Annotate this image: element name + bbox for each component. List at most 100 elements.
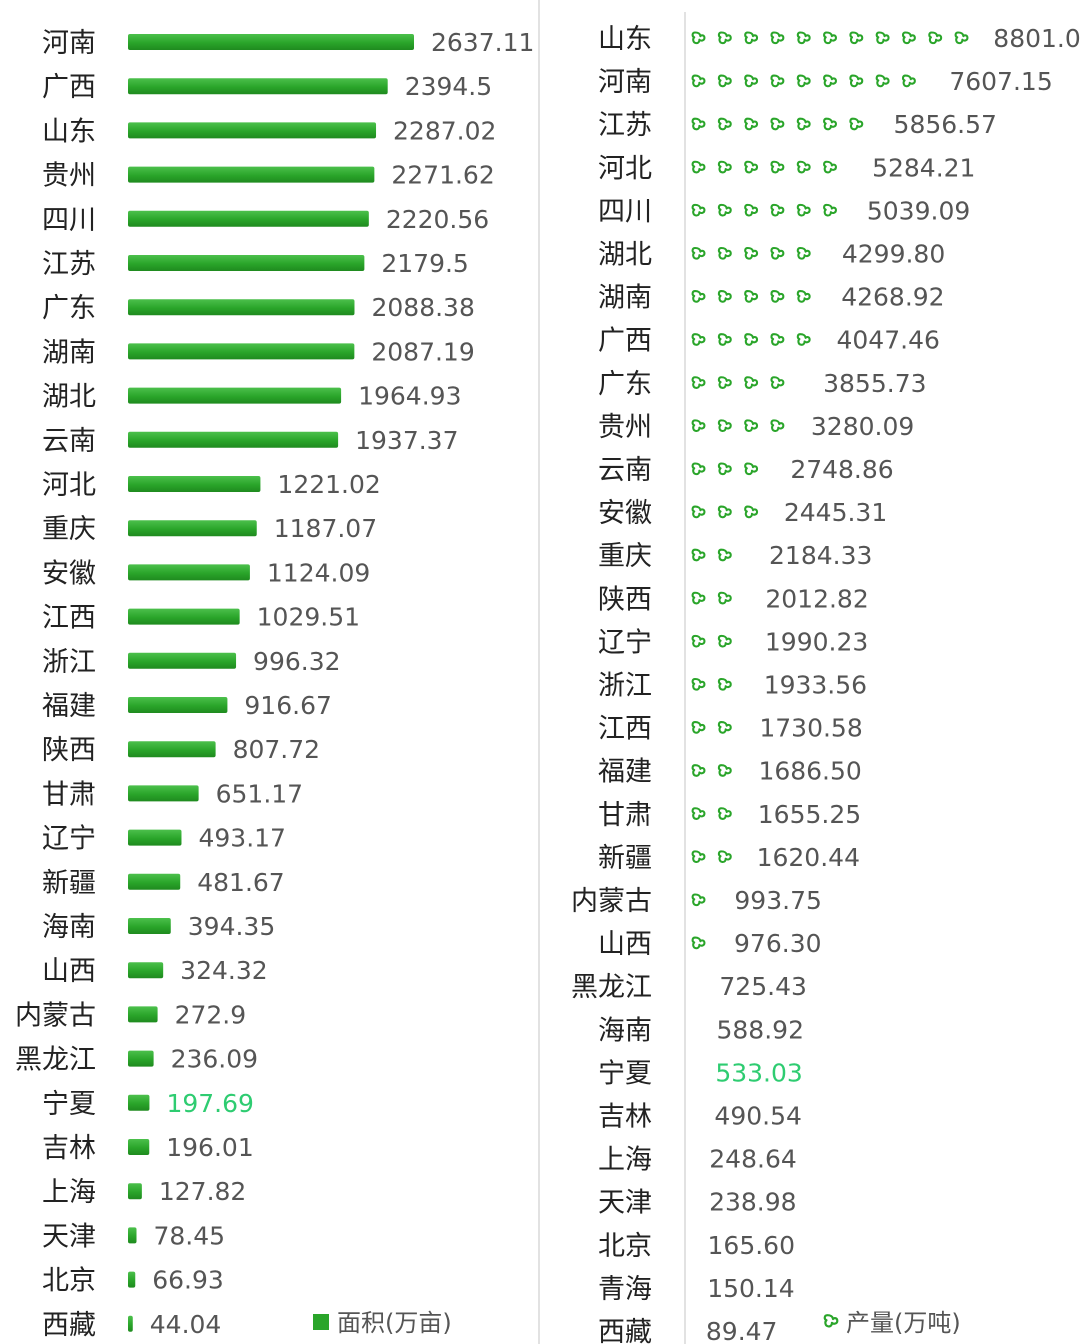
peanut-icon <box>691 203 706 217</box>
value-label: 7607.15 <box>949 67 1052 96</box>
peanut-icon-partial <box>824 334 836 345</box>
peanut-icon <box>717 419 732 433</box>
bar <box>128 78 388 95</box>
category-label: 贵州 <box>598 412 652 443</box>
value-label: 2088.38 <box>371 293 474 322</box>
category-label: 甘肃 <box>42 779 96 810</box>
category-label: 江西 <box>598 714 652 745</box>
category-label: 辽宁 <box>598 627 652 658</box>
peanut-icon <box>796 117 811 131</box>
value-label: 725.43 <box>719 972 806 1001</box>
peanut-icon <box>691 634 706 648</box>
peanut-icon <box>770 31 785 45</box>
peanut-icon <box>717 376 732 389</box>
category-label: 黑龙江 <box>571 972 652 1003</box>
peanut-icon <box>928 31 943 45</box>
category-label: 安徽 <box>42 558 96 589</box>
legend-peanut-icon <box>823 1314 839 1328</box>
category-label: 北京 <box>598 1231 652 1262</box>
peanut-icon-partial <box>691 1065 702 1079</box>
value-label: 8801.08 <box>993 24 1080 53</box>
peanut-icon <box>796 333 811 346</box>
peanut-icon <box>770 117 785 131</box>
value-label: 2271.62 <box>391 161 494 190</box>
peanut-icon-partial <box>691 1152 696 1165</box>
peanut-icon <box>691 31 706 45</box>
value-label: 4268.92 <box>841 283 944 312</box>
value-label: 1029.51 <box>257 603 360 632</box>
peanut-icon <box>770 419 785 433</box>
value-label: 2394.5 <box>405 72 492 101</box>
peanut-icon-partial <box>796 376 810 389</box>
value-label: 78.45 <box>154 1221 226 1250</box>
category-label: 广东 <box>598 369 652 400</box>
peanut-icon <box>717 117 732 131</box>
value-label: 44.04 <box>150 1310 222 1339</box>
peanut-icon <box>691 419 706 433</box>
peanut-icon <box>770 203 785 217</box>
peanut-icon <box>717 246 732 260</box>
peanut-icon-partial <box>691 1108 701 1122</box>
value-label: 1221.02 <box>277 470 380 499</box>
category-label: 湖南 <box>42 337 96 368</box>
category-label: 内蒙古 <box>571 886 652 917</box>
peanut-icon-partial <box>691 1238 694 1251</box>
category-label: 浙江 <box>598 671 652 702</box>
peanut-icon-partial <box>691 1022 703 1036</box>
peanut-icon <box>691 74 706 88</box>
peanut-icon <box>954 31 969 45</box>
peanut-icon <box>691 505 706 519</box>
peanut-icon-partial <box>744 677 750 691</box>
category-label: 黑龙江 <box>15 1045 96 1076</box>
category-label: 河北 <box>598 153 652 184</box>
value-label: 3280.09 <box>811 412 914 441</box>
value-label: 2748.86 <box>790 455 893 484</box>
value-label: 2179.5 <box>381 249 468 278</box>
peanut-icon <box>691 160 706 174</box>
peanut-icon-partial <box>770 462 777 476</box>
category-label: 海南 <box>42 912 96 943</box>
value-label: 66.93 <box>152 1266 224 1295</box>
value-label: 238.98 <box>709 1188 796 1217</box>
category-label: 江苏 <box>42 249 96 280</box>
peanut-icon <box>691 376 706 389</box>
category-label: 山东 <box>42 116 96 147</box>
peanut-icon-partial <box>717 893 721 907</box>
value-label: 324.32 <box>180 956 267 985</box>
bar <box>128 697 228 713</box>
bar <box>128 918 171 934</box>
peanut-icon <box>691 936 706 950</box>
peanut-icon <box>875 74 890 88</box>
peanut-icon-partial <box>875 117 880 131</box>
peanut-icon-partial <box>691 1195 696 1208</box>
peanut-icon <box>717 333 732 346</box>
value-label: 1933.56 <box>764 671 867 700</box>
peanut-icon-partial <box>744 721 746 734</box>
peanut-icon <box>717 764 732 777</box>
peanut-icon <box>691 333 706 346</box>
peanut-icon <box>717 850 732 864</box>
peanut-icon <box>744 203 759 217</box>
bar <box>128 122 377 139</box>
peanut-icon <box>823 31 837 45</box>
peanut-icon <box>901 31 916 45</box>
category-label: 陕西 <box>598 584 652 615</box>
category-label: 山西 <box>42 956 96 987</box>
peanut-icon <box>770 333 785 346</box>
bar <box>128 520 257 537</box>
category-label: 贵州 <box>42 161 96 192</box>
bar <box>128 873 181 890</box>
peanut-icon <box>744 31 759 45</box>
value-label: 165.60 <box>708 1231 795 1260</box>
category-label: 青海 <box>598 1274 652 1305</box>
bar <box>128 741 216 758</box>
value-label: 394.35 <box>188 912 275 941</box>
value-label: 1730.58 <box>759 714 862 743</box>
category-label: 海南 <box>598 1015 652 1046</box>
left-legend: 面积(万亩) <box>313 1309 452 1337</box>
peanut-icon <box>717 591 732 605</box>
category-label: 天津 <box>598 1188 652 1219</box>
value-label: 196.01 <box>166 1133 253 1162</box>
peanut-icon <box>744 376 759 389</box>
